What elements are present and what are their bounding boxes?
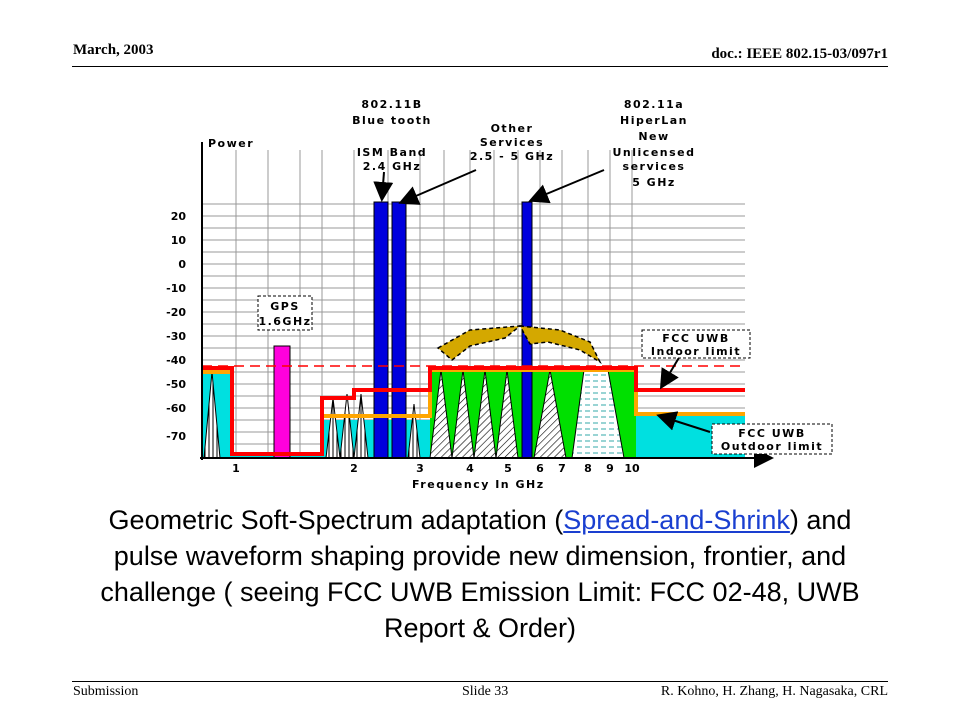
footer-submission: Submission bbox=[73, 684, 139, 699]
callout-80211b: 802.11B Blue tooth ISM Band 2.4 GHz bbox=[352, 98, 432, 173]
callout-line: 2.5 - 5 GHz bbox=[470, 150, 554, 163]
callout-line: 2.4 GHz bbox=[363, 160, 421, 173]
ism-band-bar-2 bbox=[391, 201, 407, 459]
slide-caption: Geometric Soft-Spectrum adaptation (Spre… bbox=[90, 502, 870, 646]
ism-band-bar-1 bbox=[373, 201, 389, 459]
x-tick: 9 bbox=[606, 462, 614, 475]
x-tick: 7 bbox=[558, 462, 566, 475]
y-tick: -50 bbox=[166, 378, 186, 391]
callout-gps: GPS 1.6GHz bbox=[258, 300, 311, 328]
y-tick: 0 bbox=[178, 258, 186, 271]
gps-band bbox=[273, 345, 291, 459]
callout-arrow-indoor bbox=[659, 355, 681, 390]
callout-arrow-ism bbox=[373, 171, 394, 202]
x-tick: 5 bbox=[504, 462, 512, 475]
y-tick: -30 bbox=[166, 330, 186, 343]
y-tick: 20 bbox=[171, 210, 187, 223]
callout-line: services bbox=[623, 160, 686, 173]
callout-arrow-outdoor bbox=[656, 411, 711, 433]
callout-line: 5 GHz bbox=[632, 176, 676, 189]
x-tick: 3 bbox=[416, 462, 424, 475]
footer-slide-number: Slide 33 bbox=[462, 684, 509, 699]
fcc-indoor-label-box bbox=[641, 329, 751, 359]
callout-line: Services bbox=[480, 136, 544, 149]
callout-fcc-outdoor: FCC UWB Outdoor limit bbox=[721, 427, 823, 453]
x-tick: 2 bbox=[350, 462, 358, 475]
callout-line: Outdoor limit bbox=[721, 440, 823, 453]
x-tick: 8 bbox=[584, 462, 592, 475]
callout-fcc-indoor: FCC UWB Indoor limit bbox=[651, 332, 741, 358]
x-tick: 10 bbox=[624, 462, 640, 475]
y-tick: -60 bbox=[166, 402, 186, 415]
x-tick: 6 bbox=[536, 462, 544, 475]
x-tick: 4 bbox=[466, 462, 474, 475]
pulse-spectra bbox=[203, 369, 625, 459]
shrink-arrow bbox=[436, 325, 523, 361]
callout-line: New bbox=[638, 130, 669, 143]
callout-arrow-other bbox=[398, 169, 477, 205]
spectrum-diagram: Power 20 10 0 -10 -20 -30 -40 -50 -60 -7… bbox=[166, 98, 833, 491]
y-tick-labels: 20 10 0 -10 -20 -30 -40 -50 -60 -70 bbox=[166, 210, 186, 443]
callout-line: Blue tooth bbox=[352, 114, 432, 127]
footer-authors: R. Kohno, H. Zhang, H. Nagasaka, CRL bbox=[660, 684, 888, 699]
callout-line: FCC UWB bbox=[662, 332, 729, 345]
callout-line: HiperLan bbox=[620, 114, 688, 127]
callout-line: Unlicensed bbox=[613, 146, 696, 159]
header-divider bbox=[72, 66, 888, 67]
callout-line: ISM Band bbox=[357, 146, 427, 159]
caption-text-end: ) and pulse waveform shaping provide new… bbox=[100, 505, 860, 643]
header-doc-id: doc.: IEEE 802.15-03/097r1 bbox=[711, 46, 888, 62]
callout-line: GPS bbox=[270, 300, 300, 313]
y-tick: -10 bbox=[166, 282, 186, 295]
callout-line: FCC UWB bbox=[738, 427, 805, 440]
footer-divider bbox=[72, 681, 888, 682]
spread-arrow bbox=[518, 325, 602, 364]
y-axis-label: Power bbox=[208, 137, 254, 150]
header-date: March, 2003 bbox=[73, 42, 154, 58]
callout-line: 802.11B bbox=[361, 98, 422, 111]
x-tick-labels: 1 2 3 4 5 6 7 8 9 10 bbox=[232, 462, 640, 475]
x-tick: 1 bbox=[232, 462, 240, 475]
fcc-indoor-limit-line bbox=[202, 366, 745, 456]
y-tick: -40 bbox=[166, 354, 186, 367]
callout-line: Other bbox=[491, 122, 534, 135]
caption-text-start: Geometric Soft-Spectrum adaptation ( bbox=[108, 505, 564, 535]
x-axis-label: Frequency In GHz bbox=[412, 478, 545, 491]
callout-80211a: 802.11a HiperLan New Unlicensed services… bbox=[613, 98, 696, 189]
callout-line: Indoor limit bbox=[651, 345, 741, 358]
spread-and-shrink-link[interactable]: Spread-and-Shrink bbox=[563, 505, 790, 535]
y-tick: 10 bbox=[171, 234, 187, 247]
callout-line: 802.11a bbox=[624, 98, 684, 111]
y-tick: -70 bbox=[166, 430, 186, 443]
y-tick: -20 bbox=[166, 306, 186, 319]
gps-label-box bbox=[257, 295, 313, 331]
callout-arrow-unlicensed bbox=[528, 169, 605, 204]
fcc-outdoor-label-box bbox=[711, 423, 833, 455]
callout-line: 1.6GHz bbox=[258, 315, 311, 328]
callout-other-services: Other Services 2.5 - 5 GHz bbox=[470, 122, 554, 163]
